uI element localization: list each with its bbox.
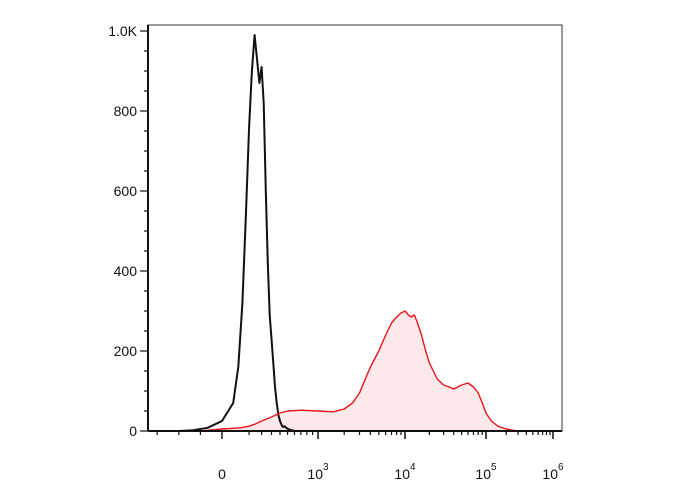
series-control-line (178, 34, 295, 432)
y-tick-label: 800 (114, 103, 138, 119)
x-tick-label: 105 (475, 462, 497, 482)
x-tick-label: 104 (394, 462, 416, 482)
y-tick-label: 0 (129, 423, 137, 439)
x-tick-label: 103 (307, 462, 329, 482)
series-lines (178, 34, 519, 432)
y-axis: 0 200 400 600 800 1.0K (108, 23, 149, 439)
series-fills (200, 311, 518, 431)
x-tick-label: 0 (218, 466, 226, 482)
plot-frame (147, 24, 563, 432)
series-stained-line (200, 310, 519, 432)
plot-area (147, 24, 563, 432)
y-tick-label: 600 (114, 183, 138, 199)
x-tick-label: 106 (542, 462, 564, 482)
y-tick-label: 1.0K (108, 23, 137, 39)
y-tick-label: 400 (114, 263, 138, 279)
series-stained-area (200, 311, 518, 431)
x-axis: 0 103 104 105 106 (148, 430, 564, 482)
y-tick-label: 200 (114, 343, 138, 359)
